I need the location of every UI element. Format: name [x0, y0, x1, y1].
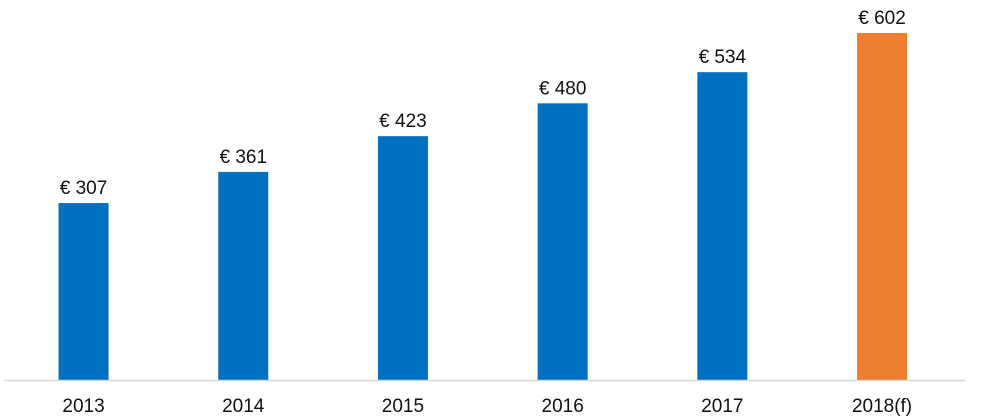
bar-2014: [218, 171, 269, 380]
x-tick-label-2015: 2015: [382, 396, 424, 417]
x-tick-label-2018(f): 2018(f): [852, 396, 912, 417]
data-label-2016: € 480: [539, 78, 587, 99]
data-label-2018(f): € 602: [858, 8, 906, 29]
bar-2018(f): [857, 33, 908, 380]
data-label-2013: € 307: [60, 178, 108, 199]
data-label-2017: € 534: [699, 47, 747, 68]
x-tick-label-2014: 2014: [222, 396, 265, 417]
x-tick-label-2013: 2013: [62, 396, 104, 417]
data-label-2015: € 423: [379, 111, 427, 132]
bar-2015: [377, 136, 428, 380]
x-tick-label-2017: 2017: [701, 396, 743, 417]
data-label-2014: € 361: [219, 147, 267, 168]
bar-2013: [58, 203, 109, 380]
x-tick-label-2016: 2016: [542, 396, 584, 417]
bar-2016: [537, 103, 588, 380]
bar-2017: [697, 72, 748, 380]
